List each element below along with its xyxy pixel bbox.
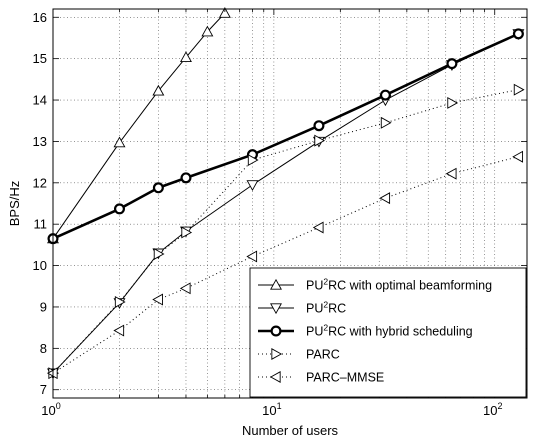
data-point [379,89,391,101]
legend-label: PARC [306,348,340,362]
data-point [246,180,259,192]
data-point [447,96,459,109]
legend-label-base: PU [306,325,323,339]
legend-label: PU2RC [306,300,346,316]
data-point [313,120,325,132]
legend-item: PU2RC with optimal beamforming [258,277,492,293]
legend-label-superscript: 2 [323,300,328,310]
legend-item: PU2RC with hybrid scheduling [258,323,473,339]
data-point [247,154,259,167]
x-tick-label-base: 10 [483,403,497,418]
data-point [512,28,524,40]
y-axis-title: BPS/Hz [7,181,22,227]
series-line [52,12,226,239]
legend-item: PU2RC [258,300,346,316]
y-tick-label: 7 [40,382,47,397]
y-tick-label: 11 [34,217,48,232]
legend-label-base: PU [306,279,323,293]
legend-label-rest: RC with optimal beamforming [328,279,492,293]
legend-item: PARC [258,348,340,362]
legend-label-superscript: 2 [323,277,328,287]
data-point [380,116,392,129]
data-point [114,296,126,308]
legend-label: PARC–MMSE [306,371,384,385]
data-point [312,221,324,234]
legend-label-base: PARC–MMSE [306,371,384,385]
x-tick-label-exponent: 2 [497,401,502,411]
y-tick-label: 12 [33,175,47,190]
data-point [513,83,525,96]
data-point [314,134,326,147]
legend-label-base: PARC [306,348,340,362]
data-point [180,51,192,63]
legend-label-superscript: 2 [323,323,328,333]
legend-marker [271,348,283,360]
data-point [512,150,524,163]
data-point [201,25,214,37]
y-tick-label: 14 [33,93,47,108]
legend-label: PU2RC with optimal beamforming [306,277,492,293]
y-tick-label: 9 [40,299,47,314]
series-3 [48,83,525,380]
data-point [153,248,165,260]
legend-marker [270,325,282,337]
y-tick-label: 15 [33,51,47,66]
data-point [46,367,58,380]
legend-item: PARC–MMSE [258,371,384,385]
data-point [113,324,125,337]
data-point [113,203,125,215]
legend: PU2RC with optimal beamformingPU2RCPU2RC… [249,267,527,398]
data-point [152,84,165,96]
series-4 [46,150,524,380]
legend-label: PU2RC with hybrid scheduling [306,323,473,339]
data-point [181,226,193,239]
legend-marker [269,371,281,383]
x-tick-label-base: 10 [262,403,276,418]
legend-marker [270,303,282,315]
legend-label-base: PU [306,302,323,316]
x-tick-label-exponent: 0 [56,401,61,411]
data-point [445,167,457,180]
plot-frame [52,8,528,399]
data-point [379,192,391,205]
x-tick-label-exponent: 1 [277,401,282,411]
x-tick-label: 102 [483,401,502,418]
data-point [218,7,231,18]
y-tick-label: 10 [33,258,47,273]
y-tick-label: 8 [40,341,47,356]
data-point [179,282,191,295]
data-point [152,293,163,306]
legend-label-rest: RC [328,302,346,316]
data-point [446,58,458,70]
x-tick-label-base: 10 [41,403,55,418]
y-tick-label: 16 [33,10,47,25]
data-point [113,136,126,148]
y-tick-label: 13 [33,134,47,149]
data-point [180,172,192,184]
legend-box [249,267,527,398]
legend-marker [270,278,282,290]
data-point [152,182,164,194]
legend-label-rest: RC with hybrid scheduling [328,325,473,339]
x-axis-title: Number of users [242,423,339,438]
x-tick-label: 100 [41,401,60,418]
data-point [246,250,258,263]
x-tick-label: 101 [262,401,281,418]
